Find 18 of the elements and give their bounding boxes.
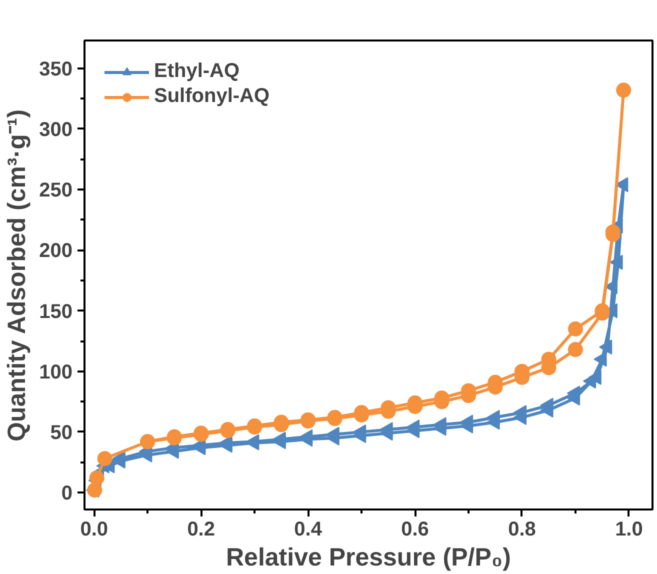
y-tick-label: 50 <box>50 422 73 444</box>
x-tick-label: 0.6 <box>401 518 429 540</box>
x-tick-label: 0.8 <box>508 518 536 540</box>
x-tick-label: 0.0 <box>80 518 108 540</box>
x-tick-label: 1.0 <box>615 518 643 540</box>
y-tick-label: 250 <box>39 180 73 202</box>
y-tick-label: 350 <box>39 58 73 80</box>
x-axis-title: Relative Pressure (P/P₀) <box>226 544 512 572</box>
x-tick-label: 0.2 <box>187 518 216 540</box>
y-tick-label: 100 <box>39 361 73 384</box>
y-tick-label: 0 <box>61 482 72 505</box>
y-axis-title: Quantity Adsorbed (cm³·g⁻¹) <box>3 109 32 442</box>
legend-label: Ethyl-AQ <box>154 60 240 83</box>
y-tick-label: 150 <box>39 300 73 323</box>
y-tick-label: 300 <box>39 118 73 141</box>
x-tick-label: 0.4 <box>294 518 323 540</box>
y-tick-label: 200 <box>39 240 73 262</box>
legend-label: Sulfonyl-AQ <box>154 85 270 108</box>
